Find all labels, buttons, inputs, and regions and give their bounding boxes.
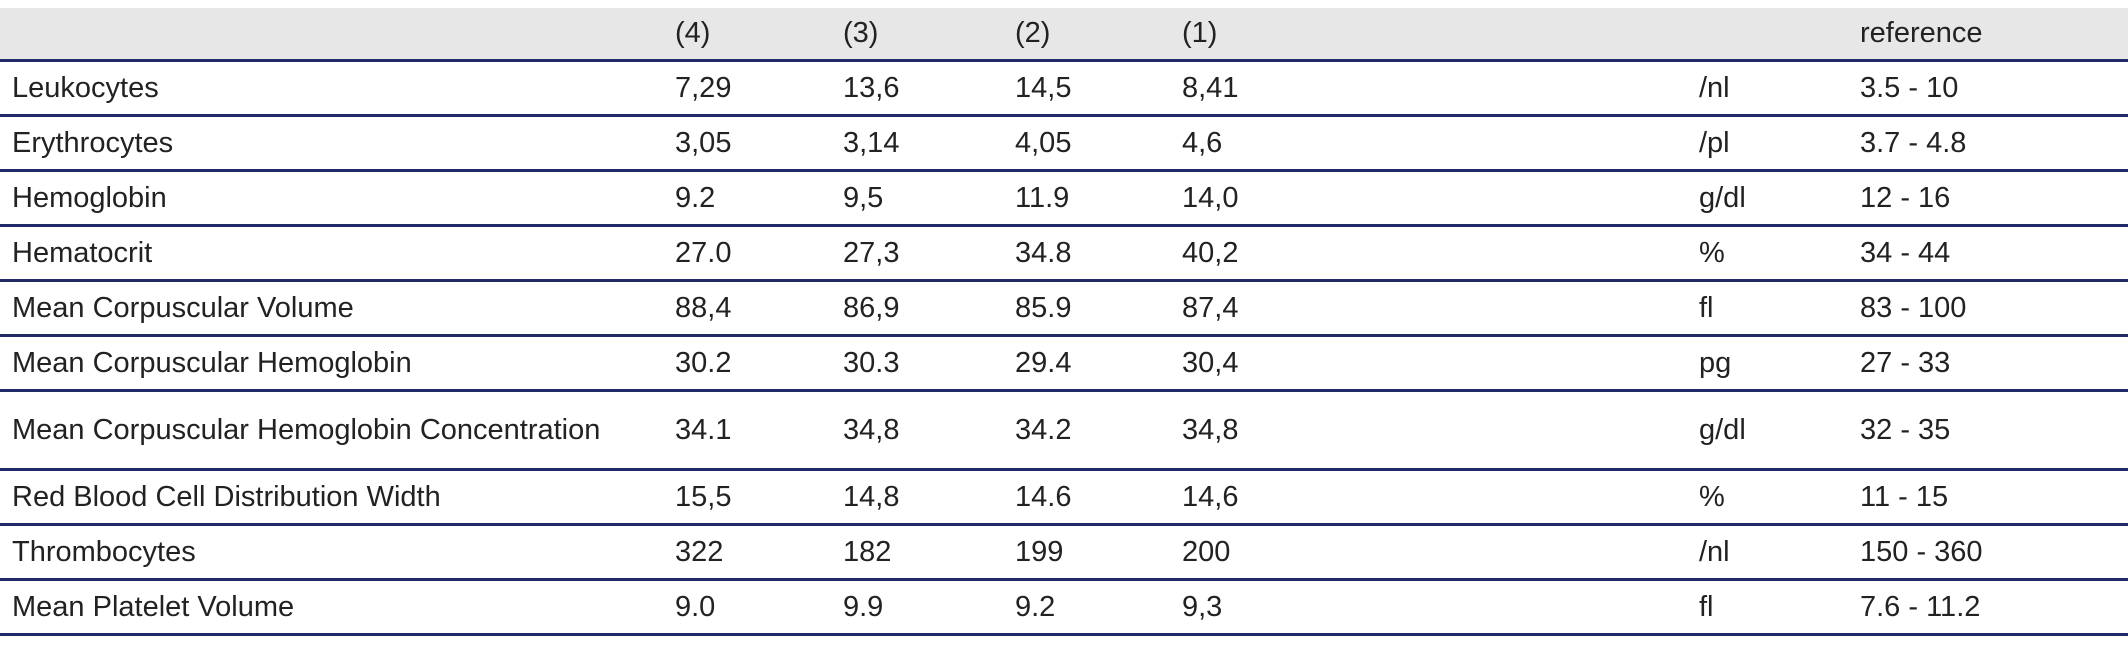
reference-range: 27 - 33 [1848,335,2128,392]
table-row: Red Blood Cell Distribution Width 15,5 1… [0,469,2128,526]
reference-range: 83 - 100 [1848,280,2128,337]
header-col-3: (3) [831,8,1003,62]
table-row: Erythrocytes 3,05 3,14 4,05 4,6 /pl 3.7 … [0,115,2128,172]
value-4: 34.1 [663,390,831,471]
header-name [0,8,663,62]
value-2: 34.2 [1003,390,1170,471]
row-name: Erythrocytes [0,115,663,172]
table-row: Mean Corpuscular Volume 88,4 86,9 85.9 8… [0,280,2128,337]
header-reference: reference [1848,8,2128,62]
unit: /nl [1687,60,1848,117]
row-name: Red Blood Cell Distribution Width [0,469,663,526]
row-name: Hemoglobin [0,170,663,227]
reference-range: 3.5 - 10 [1848,60,2128,117]
unit: % [1687,225,1848,282]
header-col-2: (2) [1003,8,1170,62]
value-2: 11.9 [1003,170,1170,227]
reference-range: 34 - 44 [1848,225,2128,282]
value-4: 322 [663,524,831,581]
value-3: 3,14 [831,115,1003,172]
row-name: Thrombocytes [0,524,663,581]
row-name: Hematocrit [0,225,663,282]
unit: fl [1687,280,1848,337]
row-name: Mean Platelet Volume [0,579,663,636]
value-4: 30.2 [663,335,831,392]
reference-range: 7.6 - 11.2 [1848,579,2128,636]
row-name: Mean Corpuscular Hemoglobin [0,335,663,392]
unit: % [1687,469,1848,526]
value-2: 85.9 [1003,280,1170,337]
header-col-1: (1) [1170,8,1687,62]
value-2: 4,05 [1003,115,1170,172]
value-2: 9.2 [1003,579,1170,636]
table-row: Mean Corpuscular Hemoglobin 30.2 30.3 29… [0,335,2128,392]
value-2: 199 [1003,524,1170,581]
header-row: (4) (3) (2) (1) reference [0,8,2128,62]
reference-range: 3.7 - 4.8 [1848,115,2128,172]
value-4: 3,05 [663,115,831,172]
header-col-4: (4) [663,8,831,62]
unit: /nl [1687,524,1848,581]
value-2: 14.6 [1003,469,1170,526]
value-4: 9.0 [663,579,831,636]
table-row: Thrombocytes 322 182 199 200 /nl 150 - 3… [0,524,2128,581]
value-4: 15,5 [663,469,831,526]
table-row: Mean Corpuscular Hemoglobin Concentratio… [0,390,2128,471]
unit: g/dl [1687,170,1848,227]
value-3: 14,8 [831,469,1003,526]
value-4: 88,4 [663,280,831,337]
value-3: 30.3 [831,335,1003,392]
unit: fl [1687,579,1848,636]
value-3: 9.9 [831,579,1003,636]
reference-range: 11 - 15 [1848,469,2128,526]
unit: /pl [1687,115,1848,172]
value-2: 34.8 [1003,225,1170,282]
value-3: 34,8 [831,390,1003,471]
value-2: 29.4 [1003,335,1170,392]
value-3: 86,9 [831,280,1003,337]
row-name: Mean Corpuscular Hemoglobin Concentratio… [0,390,663,471]
value-1: 14,6 [1170,469,1687,526]
lab-results-table: (4) (3) (2) (1) reference Leukocytes 7,2… [0,8,2128,636]
unit: pg [1687,335,1848,392]
table-row: Leukocytes 7,29 13,6 14,5 8,41 /nl 3.5 -… [0,60,2128,117]
value-1: 34,8 [1170,390,1687,471]
value-4: 27.0 [663,225,831,282]
value-1: 14,0 [1170,170,1687,227]
header-unit [1687,8,1848,62]
table-row: Mean Platelet Volume 9.0 9.9 9.2 9,3 fl … [0,579,2128,636]
value-1: 30,4 [1170,335,1687,392]
value-1: 4,6 [1170,115,1687,172]
reference-range: 12 - 16 [1848,170,2128,227]
reference-range: 150 - 360 [1848,524,2128,581]
value-1: 200 [1170,524,1687,581]
row-name: Leukocytes [0,60,663,117]
value-1: 87,4 [1170,280,1687,337]
value-4: 7,29 [663,60,831,117]
value-3: 13,6 [831,60,1003,117]
table-row: Hemoglobin 9.2 9,5 11.9 14,0 g/dl 12 - 1… [0,170,2128,227]
reference-range: 32 - 35 [1848,390,2128,471]
value-1: 9,3 [1170,579,1687,636]
value-3: 27,3 [831,225,1003,282]
unit: g/dl [1687,390,1848,471]
value-3: 182 [831,524,1003,581]
value-1: 8,41 [1170,60,1687,117]
value-1: 40,2 [1170,225,1687,282]
value-2: 14,5 [1003,60,1170,117]
row-name: Mean Corpuscular Volume [0,280,663,337]
table-row: Hematocrit 27.0 27,3 34.8 40,2 % 34 - 44 [0,225,2128,282]
value-4: 9.2 [663,170,831,227]
value-3: 9,5 [831,170,1003,227]
